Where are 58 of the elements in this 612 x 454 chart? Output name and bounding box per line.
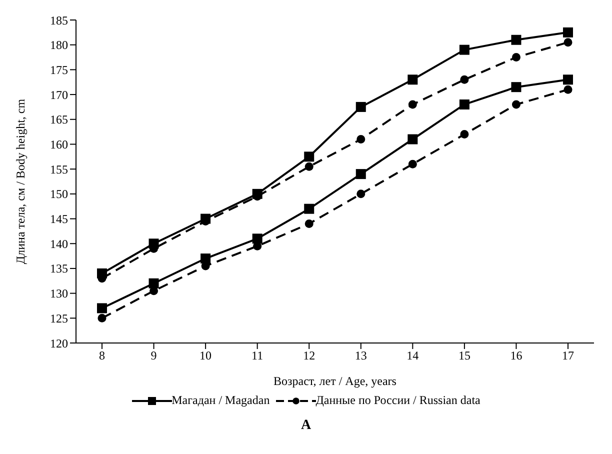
y-axis-title: Длина тела, см / Body height, cm [13,98,28,264]
y-tick-label: 145 [50,212,68,226]
point [563,27,573,38]
x-tick-label: 9 [150,348,157,363]
y-tick-label: 155 [50,162,68,176]
y-tick-label: 120 [50,336,68,350]
y-tick-label: 130 [50,286,68,301]
point [304,152,314,162]
y-tick-label: 135 [50,262,68,276]
x-tick-label: 13 [354,348,367,363]
point [356,190,366,198]
point [512,53,520,62]
point [512,100,520,109]
point [304,162,314,171]
point [97,303,107,314]
point [148,278,159,288]
y-tick-label: 170 [50,88,68,102]
point [356,135,366,144]
text: A [300,418,312,434]
x-tick-label: 11 [252,348,264,363]
y-tick-label: 150 [50,187,68,202]
point [511,82,522,92]
point [408,100,417,109]
x-tick-label: 14 [406,348,419,363]
point [459,44,470,55]
point [304,204,314,214]
point [98,314,106,322]
x-tick-label: 17 [562,348,574,363]
x-tick-label: 10 [200,348,212,363]
point [408,74,418,85]
y-tick-label: 125 [50,311,68,326]
point [252,234,262,244]
point [460,130,469,139]
y-tick-label: 180 [50,38,68,52]
x-axis-title: Возраст, лет / Age, years [274,374,397,388]
point [511,34,522,45]
y-tick-label: 160 [50,137,68,152]
point [356,102,366,112]
point [564,38,572,47]
x-tick-label: 8 [99,348,105,363]
x-tick-label: 12 [303,348,316,363]
point [304,219,314,228]
y-tick-label: 140 [50,236,68,251]
y-tick-label: 175 [50,62,68,77]
point [459,99,470,110]
point [460,75,469,84]
x-tick-label: 16 [510,348,522,363]
point [408,134,418,144]
y-tick-label: 165 [50,112,68,127]
point [563,74,573,85]
point [356,169,366,180]
point [200,254,211,264]
y-tick-label: 185 [50,13,68,28]
legend-label: Данные по России / Russian data [316,393,480,408]
legend-label: Магадан / Magadan [172,393,270,408]
point [564,85,572,94]
x-tick-label: 15 [458,348,470,363]
point [408,160,417,168]
